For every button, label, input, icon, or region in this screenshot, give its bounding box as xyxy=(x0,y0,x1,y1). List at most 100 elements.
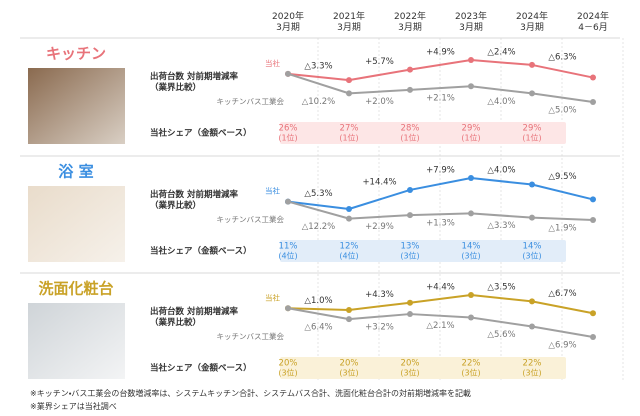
share-value: 20% xyxy=(401,359,420,369)
line-segment xyxy=(287,72,350,95)
share-rank: (4位) xyxy=(278,251,297,261)
column-header: 2023年 3月期 xyxy=(455,12,487,33)
line-segment xyxy=(470,316,533,328)
share-value: 20% xyxy=(279,359,298,369)
point xyxy=(468,83,474,90)
point xyxy=(468,175,474,181)
line-segment xyxy=(348,301,411,311)
point xyxy=(590,217,596,223)
point xyxy=(407,86,413,93)
data-label: △5.0% xyxy=(548,106,576,116)
share-value: 27% xyxy=(340,124,359,134)
data-label: +2.1% xyxy=(426,93,455,103)
share-value: 13% xyxy=(401,242,420,252)
data-label: △3.3% xyxy=(487,221,515,231)
share-value: 29% xyxy=(462,124,481,134)
line-segment xyxy=(409,177,472,191)
product-photo xyxy=(28,68,125,144)
data-label: △9.5% xyxy=(548,172,576,182)
data-label: △3.3% xyxy=(304,61,332,71)
point xyxy=(529,214,535,221)
line-segment xyxy=(470,59,533,66)
column-header: 2021年 3月期 xyxy=(333,12,365,33)
section-title: 浴 室 xyxy=(58,163,93,181)
start-dot xyxy=(285,70,291,77)
line-segment xyxy=(531,216,594,221)
share-value: 12% xyxy=(340,242,359,252)
share-band xyxy=(280,357,566,379)
share-value: 14% xyxy=(523,242,542,252)
y-label: 出荷台数 対前期増減率 （業界比較） xyxy=(150,307,238,328)
share-rank: (3位) xyxy=(461,251,480,261)
point xyxy=(346,205,352,212)
share-value: 14% xyxy=(462,242,481,252)
share-band xyxy=(280,240,566,262)
line-segment xyxy=(348,214,411,220)
data-label: △5.6% xyxy=(487,330,515,340)
share-rank: (1位) xyxy=(339,133,358,143)
data-label: △3.5% xyxy=(487,283,515,293)
data-label: △1.9% xyxy=(548,224,576,234)
line-segment xyxy=(348,188,411,210)
line-segment xyxy=(470,85,533,95)
series-label: キッチンバス工業会 xyxy=(217,96,285,106)
share-value: 22% xyxy=(523,359,542,369)
share-rank: (3位) xyxy=(461,368,480,378)
footnote: ※業界シェアは当社調べ xyxy=(30,402,117,411)
point xyxy=(407,299,413,306)
share-label: 当社シェア（金額ベース） xyxy=(150,246,252,257)
share-value: 28% xyxy=(401,124,420,134)
point xyxy=(468,292,474,298)
data-label: +14.4% xyxy=(362,177,396,187)
series-label: キッチンバス工業会 xyxy=(217,331,285,341)
y-label: 出荷台数 対前期増減率 （業界比較） xyxy=(150,190,238,211)
point xyxy=(346,306,352,313)
point xyxy=(407,212,413,219)
share-value: 20% xyxy=(340,359,359,369)
line-segment xyxy=(470,177,533,186)
data-label: +1.3% xyxy=(426,219,455,229)
line-segment xyxy=(409,313,472,319)
data-label: +2.9% xyxy=(365,222,394,232)
line-segment xyxy=(287,307,350,311)
point xyxy=(590,334,596,340)
start-dot xyxy=(285,198,291,205)
data-label: △6.7% xyxy=(548,289,576,299)
data-label: △4.0% xyxy=(487,166,515,176)
share-rank: (3位) xyxy=(400,368,419,378)
data-label: +5.7% xyxy=(365,57,394,67)
point xyxy=(407,186,413,193)
point xyxy=(529,90,535,97)
line-segment xyxy=(287,200,350,210)
line-segment xyxy=(348,68,411,82)
point xyxy=(529,323,535,330)
section-title: キッチン xyxy=(46,45,106,63)
column-header: 2022年 3月期 xyxy=(394,12,426,33)
data-label: △2.1% xyxy=(426,321,454,331)
point xyxy=(346,90,352,97)
share-rank: (1位) xyxy=(278,133,297,143)
line-segment xyxy=(287,200,350,220)
point xyxy=(590,74,596,81)
share-value: 29% xyxy=(523,124,542,134)
series-label: 当社 xyxy=(265,292,280,302)
product-photo xyxy=(28,186,125,262)
line-segment xyxy=(531,63,594,79)
series-label: 当社 xyxy=(265,186,280,196)
line-segment xyxy=(409,294,472,304)
point xyxy=(590,99,596,105)
share-rank: (3位) xyxy=(522,251,541,261)
line-segment xyxy=(531,92,594,103)
data-label: △10.2% xyxy=(302,97,336,107)
line-segment xyxy=(531,300,594,315)
data-label: +2.0% xyxy=(365,97,394,107)
line-segment xyxy=(409,212,472,217)
share-rank: (3位) xyxy=(339,368,358,378)
share-rank: (1位) xyxy=(522,133,541,143)
data-label: △4.0% xyxy=(487,97,515,107)
data-label: △6.3% xyxy=(548,52,576,62)
series-label: 当社 xyxy=(265,58,280,68)
share-rank: (1位) xyxy=(400,133,419,143)
share-label: 当社シェア（金額ベース） xyxy=(150,363,252,374)
